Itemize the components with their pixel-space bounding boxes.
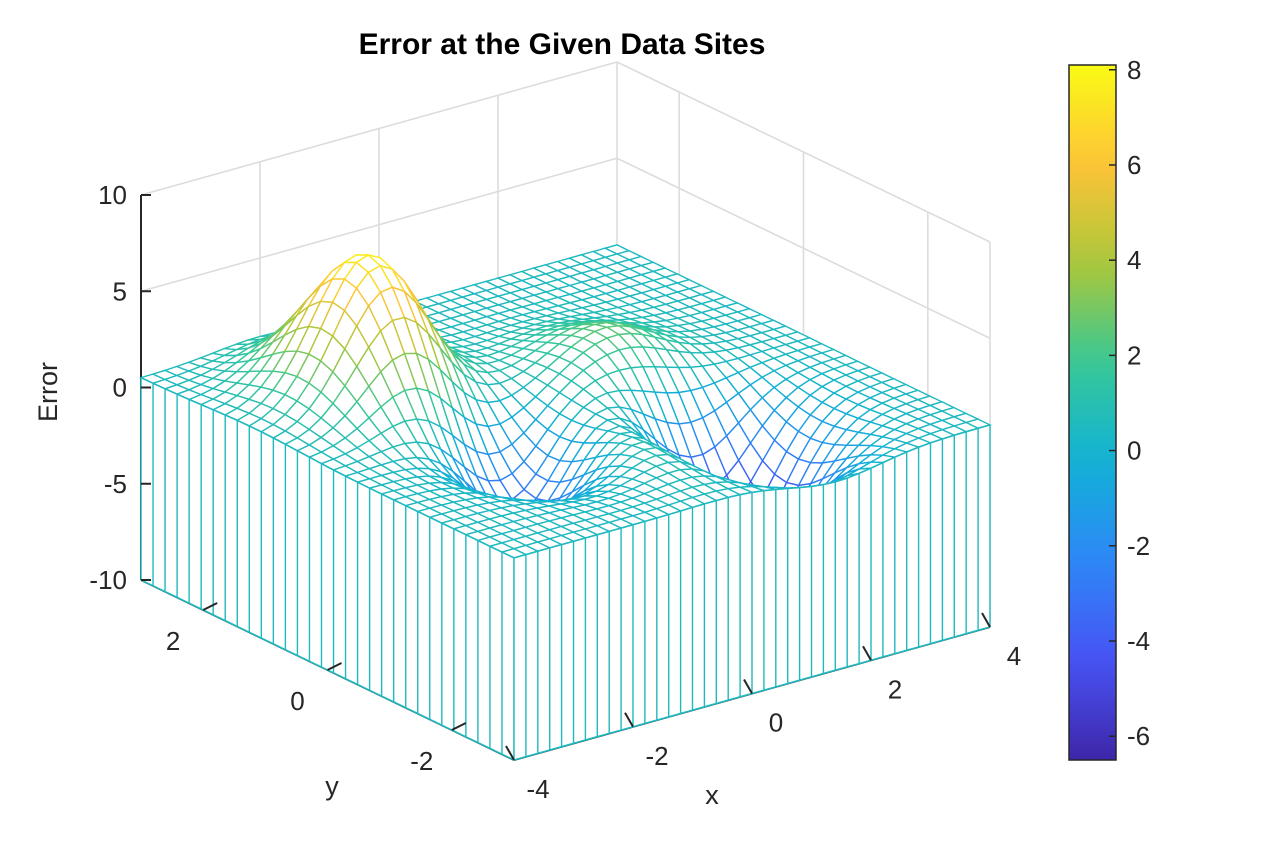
x-tick-label: -2 [645,741,668,771]
mesh-surface [139,244,992,761]
x-tick [862,645,872,661]
skirt-front [513,424,991,761]
x-tick [624,712,634,728]
colorbar-gradient [1068,64,1117,761]
colorbar-tick-label: 2 [1127,340,1141,370]
z-tick-label: 5 [113,276,127,306]
x-tick-label: -4 [526,774,549,804]
x-tick [505,745,515,761]
colorbar-tick-label: 0 [1127,436,1141,466]
z-tick-label: 10 [98,180,127,210]
colorbar-tick-label: -4 [1127,626,1150,656]
x-tick-label: 0 [769,708,783,738]
x-tick [981,612,991,628]
skirt-left [140,376,515,761]
colorbar-tick-label: 8 [1127,55,1141,85]
chart-title: Error at the Given Data Sites [359,28,766,61]
z-tick-label: 0 [113,373,127,403]
y-tick [327,662,342,671]
y-tick [202,602,218,611]
x-tick [743,679,753,694]
y-tick [451,722,467,731]
z-tick-label: -5 [104,469,127,499]
skirt-left-top-edge [140,376,515,559]
x-axis-label: x [705,780,719,810]
tick-labels: -4 -2 0 2 4 -2 0 2 -10 -5 0 5 10 [89,180,1021,804]
skirt-left-fill [141,377,514,760]
y-tick-label: 0 [290,686,304,716]
z-tick-label: -10 [89,565,127,595]
colorbar-tick-label: 6 [1127,150,1141,180]
x-tick-label: 2 [888,674,902,704]
colorbar-tick-label: -2 [1127,531,1150,561]
colorbar-tick-label: -6 [1127,721,1150,751]
z-axis-label: Error [33,362,63,422]
skirt-front-top-edge [513,424,991,559]
y-axis-label: y [325,771,339,801]
colorbar-tick-label: 4 [1127,245,1141,275]
x-tick-label: 4 [1007,641,1021,671]
y-tick-label: 2 [166,626,180,656]
colorbar: -6 -4 -2 0 2 4 6 8 [1068,55,1150,761]
y-tick-label: -2 [410,746,433,776]
